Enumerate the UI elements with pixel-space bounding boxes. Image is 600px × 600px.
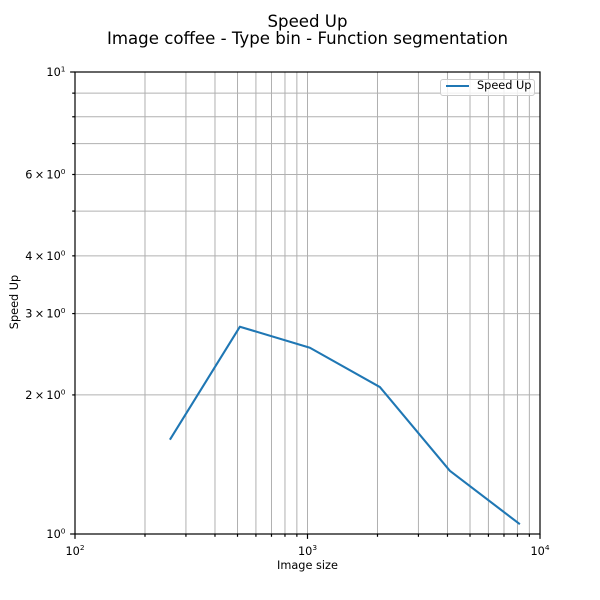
y-tick-label: 2 × 100 [25, 387, 66, 402]
legend-line-sample [446, 84, 469, 87]
x-tick-label: 103 [298, 543, 317, 558]
chart-title: Speed Up Image coffee - Type bin - Funct… [75, 12, 540, 48]
x-tick-label: 104 [530, 543, 549, 558]
x-tick-label: 102 [65, 543, 84, 558]
legend: Speed Up [440, 79, 535, 96]
chart-title-line1: Speed Up [267, 12, 348, 32]
y-tick-label: 6 × 100 [25, 167, 66, 182]
y-axis-label-text: Speed Up [8, 275, 21, 330]
y-tick-label: 4 × 100 [25, 248, 66, 263]
y-tick-label: 3 × 100 [25, 306, 66, 321]
y-tick-label: 101 [46, 65, 65, 80]
x-axis-label: Image size [277, 559, 338, 573]
chart-title-line2: Image coffee - Type bin - Function segme… [106, 28, 509, 48]
y-tick-label: 100 [46, 527, 65, 542]
legend-label: Speed Up [477, 79, 532, 92]
